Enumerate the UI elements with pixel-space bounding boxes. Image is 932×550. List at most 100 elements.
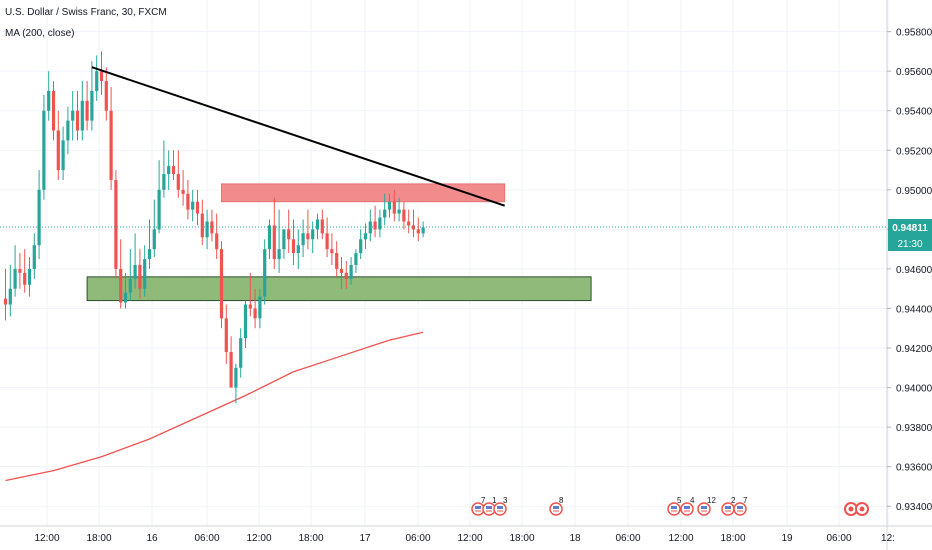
trendline[interactable] [91, 66, 506, 207]
candle [133, 233, 137, 289]
candle-body [85, 100, 89, 121]
candle [272, 197, 276, 269]
candle [239, 328, 243, 378]
candle-body [210, 221, 214, 234]
resistance-zone[interactable] [221, 183, 506, 203]
candle [32, 233, 36, 279]
price-tick-label: 0.94000 [896, 384, 932, 395]
countdown-bg [888, 235, 932, 251]
candle [407, 209, 411, 234]
time-tick-label: 18 [569, 533, 581, 544]
candle-body [186, 193, 190, 210]
price-tick-label: 0.95000 [896, 186, 932, 197]
candle [138, 249, 142, 299]
candle-body [23, 272, 27, 285]
candle [335, 241, 339, 277]
zones[interactable] [86, 183, 592, 302]
moving-average-layer [5, 331, 424, 482]
candle [263, 239, 267, 305]
candle-body [157, 189, 161, 230]
price-tick-label: 0.95800 [896, 28, 932, 39]
flag-canton [701, 506, 707, 509]
event-count: 4 [690, 496, 695, 505]
economic-events[interactable]: 7 1 3 8 5 4 12 2 7 [471, 496, 869, 516]
candle-body [363, 233, 368, 240]
event-count: 5 [677, 496, 682, 505]
event-marker[interactable]: 4 [680, 496, 695, 516]
candle-body [61, 140, 65, 171]
candle-body [224, 318, 228, 352]
candle-body [320, 219, 324, 234]
event-marker[interactable]: 7 [733, 496, 748, 516]
candle-body [373, 221, 377, 230]
candle-body [32, 245, 36, 269]
candle [18, 253, 22, 289]
time-axis[interactable]: 12:00 18:00 16 06:00 12:00 18:00 17 06:00 12:00 1… [34, 533, 894, 544]
candle [258, 288, 262, 329]
event-marker[interactable]: 8 [549, 496, 564, 516]
event-marker[interactable]: 3 [493, 496, 508, 516]
candle-body [411, 225, 416, 230]
price-tick-label: 0.93800 [896, 423, 932, 434]
candle-body [90, 90, 94, 121]
event-marker[interactable]: 2 [721, 496, 736, 516]
candle-body [248, 304, 252, 309]
candle-body [51, 90, 56, 131]
candle [397, 197, 401, 222]
event-marker[interactable]: 12 [697, 496, 716, 516]
candle [167, 150, 171, 190]
candle-body [109, 110, 113, 180]
flag-canton [497, 506, 503, 509]
candle-body [272, 225, 276, 260]
candle [243, 300, 248, 349]
candle-body [282, 229, 286, 250]
candle [354, 249, 358, 273]
indicator-label[interactable]: MA (200, close) [5, 28, 74, 39]
event-marker[interactable]: 5 [667, 496, 682, 516]
time-tick-label: 19 [781, 533, 793, 544]
price-tick-label: 0.95600 [896, 67, 932, 78]
holiday-marker[interactable] [855, 502, 869, 516]
price-axis[interactable]: 0.95800 0.95600 0.95400 0.95200 0.95000 0.948… [887, 28, 932, 514]
candle [27, 257, 32, 297]
candle [301, 219, 305, 258]
candle-body [176, 174, 180, 190]
candle-body [143, 259, 147, 289]
candle-body [104, 81, 108, 111]
candle-body [219, 249, 224, 319]
candle [282, 229, 286, 260]
time-tick-label: 12:00 [668, 533, 693, 544]
candle [373, 205, 377, 238]
time-tick-label: 06:00 [826, 533, 851, 544]
candle [339, 257, 344, 289]
candle [47, 71, 51, 121]
candle-body [18, 268, 22, 273]
candle [325, 217, 329, 258]
candle-body [47, 90, 51, 111]
holiday-dot [859, 506, 865, 512]
candle [3, 268, 8, 321]
candle-body [195, 201, 200, 214]
time-tick-label: 17 [359, 533, 371, 544]
time-tick-label: 06:00 [194, 533, 219, 544]
event-count: 1 [492, 496, 497, 505]
candle [162, 140, 166, 198]
candle [402, 201, 406, 230]
candle-body [147, 249, 152, 260]
candle-body [162, 174, 166, 190]
countdown-text: 21:30 [897, 239, 922, 250]
candle [306, 209, 310, 250]
time-tick-label: 12:00 [246, 533, 271, 544]
candle-body [311, 229, 315, 240]
current-price-bg [888, 219, 932, 235]
candle-body [291, 239, 296, 254]
price-tick-label: 0.95400 [896, 107, 932, 118]
support-zone[interactable] [86, 276, 592, 302]
trendline-layer[interactable] [91, 66, 506, 207]
time-tick-label: 06:00 [405, 533, 430, 544]
event-marker[interactable]: 1 [482, 496, 497, 516]
event-count: 7 [481, 496, 486, 505]
candle [80, 81, 84, 141]
